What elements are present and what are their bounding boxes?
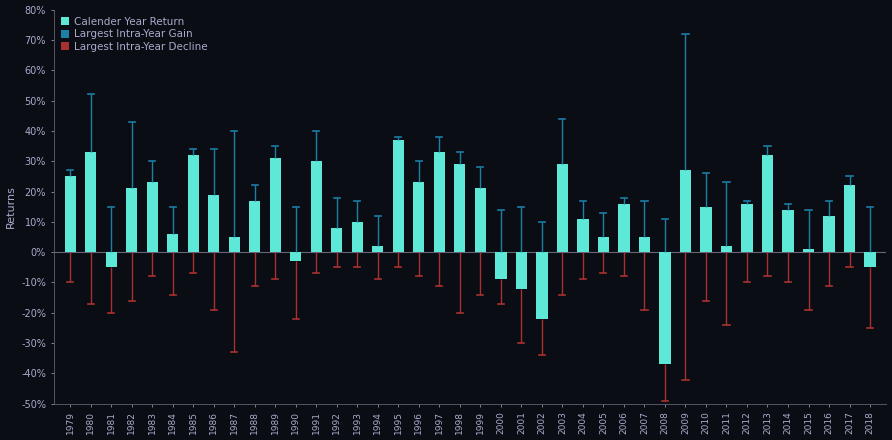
Bar [331,228,343,252]
Bar [762,155,773,252]
Bar [228,237,240,252]
Bar [618,204,630,252]
Bar [741,204,753,252]
Bar [844,185,855,252]
Bar [721,246,732,252]
Bar [413,183,425,252]
Bar [577,219,589,252]
Bar [64,176,76,252]
Bar [557,164,568,252]
Bar [290,252,301,261]
Bar [495,252,507,279]
Bar [803,249,814,252]
Bar [516,252,527,289]
Bar [434,152,445,252]
Bar [146,183,158,252]
Bar [269,158,281,252]
Bar [864,252,876,268]
Bar [392,140,404,252]
Bar [823,216,835,252]
Bar [249,201,260,252]
Bar [782,210,794,252]
Bar [351,222,363,252]
Bar [187,155,199,252]
Bar [310,161,322,252]
Bar [639,237,650,252]
Bar [372,246,384,252]
Bar [105,252,117,268]
Bar [167,234,178,252]
Bar [208,194,219,252]
Bar [598,237,609,252]
Bar [536,252,548,319]
Bar [475,188,486,252]
Bar [680,170,691,252]
Legend: Calender Year Return, Largest Intra-Year Gain, Largest Intra-Year Decline: Calender Year Return, Largest Intra-Year… [59,15,210,54]
Bar [659,252,671,364]
Bar [126,188,137,252]
Bar [700,207,712,252]
Y-axis label: Returns: Returns [5,185,15,228]
Bar [454,164,466,252]
Bar [85,152,96,252]
